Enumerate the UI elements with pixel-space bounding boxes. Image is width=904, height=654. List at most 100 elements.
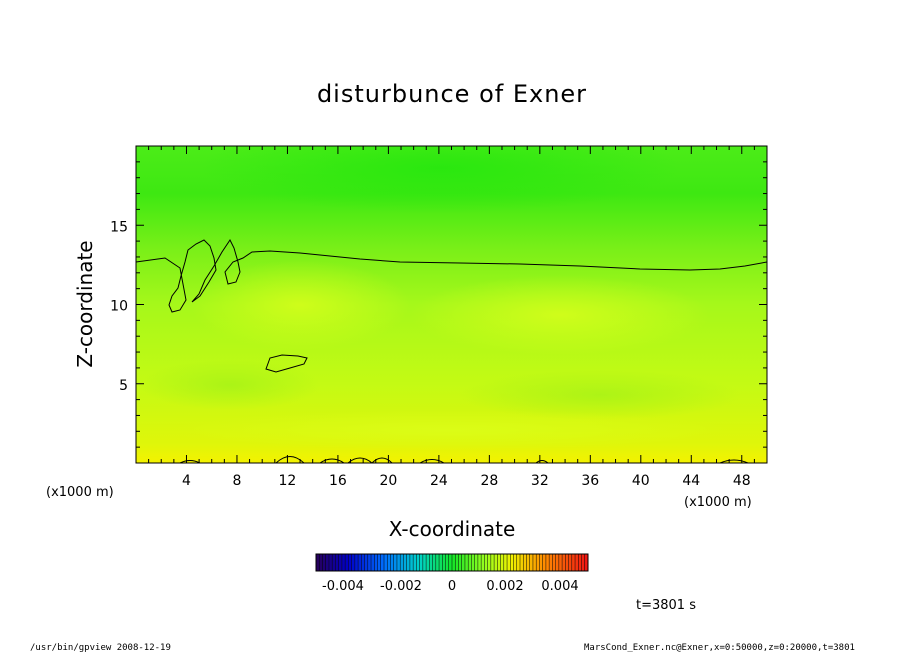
field-feature-low-left (140, 360, 320, 410)
colorbar-swatch (361, 554, 365, 571)
colorbar-swatch (445, 554, 449, 571)
y-axis-minor-ticks (136, 161, 767, 448)
colorbar-swatch (471, 554, 475, 571)
colorbar-swatch (400, 554, 404, 571)
colorbar-swatch (409, 554, 414, 571)
x-axis-label: X-coordinate (389, 517, 516, 541)
colorbar-swatch (319, 554, 323, 571)
colorbar-swatch (575, 554, 579, 571)
colorbar-swatch (384, 554, 388, 571)
colorbar-swatch (426, 554, 430, 571)
x-tick-label: 36 (581, 473, 599, 489)
colorbar-swatch (332, 554, 336, 571)
colorbar-swatch (510, 554, 514, 571)
colorbar-tick-label: -0.004 (322, 579, 364, 594)
colorbar-swatch (545, 554, 550, 571)
colorbar-swatch (367, 554, 372, 571)
contour-upper-line (136, 239, 767, 313)
colorbar-swatch (458, 554, 462, 571)
colorbar-swatch (532, 554, 537, 571)
colorbar-swatch (345, 554, 349, 571)
colorbar-tick-labels: -0.004 -0.002 0 0.002 0.004 (322, 579, 579, 594)
colorbar-swatch (464, 554, 469, 571)
field-feature-bottom (170, 410, 730, 450)
colorbar-swatch (358, 554, 362, 571)
x-tick-label: 24 (430, 473, 448, 489)
colorbar-swatch (322, 554, 326, 571)
contour-loop (265, 354, 308, 373)
time-label: t=3801 s (636, 598, 696, 613)
colorbar (315, 554, 588, 571)
colorbar-swatch (364, 554, 368, 571)
colorbar-swatch (371, 554, 375, 571)
colorbar-swatch (477, 554, 482, 571)
colorbar-swatch (377, 554, 381, 571)
colorbar-swatch (348, 554, 352, 571)
colorbar-swatch (562, 554, 566, 571)
colorbar-swatch (520, 554, 524, 571)
field-feature-mid-left (190, 260, 410, 350)
colorbar-swatch (432, 554, 436, 571)
colorbar-swatch (558, 554, 563, 571)
heatmap-field (136, 146, 767, 463)
colorbar-swatch (526, 554, 530, 571)
x-tick-label: 8 (232, 473, 241, 489)
colorbar-swatch (565, 554, 569, 571)
colorbar-frame (315, 553, 589, 572)
colorbar-swatch (581, 554, 585, 571)
colorbar-swatch (555, 554, 559, 571)
x-tick-label: 32 (531, 473, 549, 489)
contour-bottom-wiggles (179, 456, 749, 463)
colorbar-swatch (487, 554, 491, 571)
x-tick-label: 48 (733, 473, 751, 489)
colorbar-swatch (481, 554, 485, 571)
x-tick-label: 16 (329, 473, 347, 489)
colorbar-swatch (542, 554, 546, 571)
x-unit-right: (x1000 m) (684, 495, 752, 510)
colorbar-swatch (393, 554, 397, 571)
x-tick-label: 28 (480, 473, 498, 489)
colorbar-swatch (452, 554, 456, 571)
colorbar-swatch (422, 554, 427, 571)
y-axis-ticks: 5 10 15 (110, 219, 767, 394)
colorbar-swatch (390, 554, 394, 571)
footer-right: MarsCond_Exner.nc@Exner,x=0:50000,z=0:20… (584, 643, 855, 653)
field-feature-mid-right (410, 275, 710, 355)
colorbar-swatch (387, 554, 391, 571)
colorbar-tick-label: 0 (448, 579, 456, 594)
x-tick-label: 40 (632, 473, 650, 489)
colorbar-swatch (461, 554, 465, 571)
y-tick-label: 10 (110, 299, 128, 315)
colorbar-swatch (448, 554, 452, 571)
colorbar-swatch (536, 554, 540, 571)
colorbar-swatch (338, 554, 342, 571)
colorbar-swatch (325, 554, 329, 571)
y-tick-label: 15 (110, 219, 128, 235)
colorbar-swatch (406, 554, 410, 571)
colorbar-swatch (316, 554, 320, 571)
colorbar-swatch (500, 554, 504, 571)
colorbar-swatch (419, 554, 423, 571)
colorbar-swatch (513, 554, 517, 571)
colorbar-swatch (416, 554, 420, 571)
colorbar-swatch (529, 554, 533, 571)
contour-lines (136, 239, 767, 463)
colorbar-swatch (507, 554, 511, 571)
colorbar-swatch (584, 554, 588, 571)
colorbar-swatch (354, 554, 359, 571)
colorbar-swatch (516, 554, 520, 571)
colorbar-swatch (468, 554, 472, 571)
x-tick-label: 20 (379, 473, 397, 489)
colorbar-swatch (351, 554, 355, 571)
field-feature-low-right (460, 370, 740, 420)
colorbar-swatch (503, 554, 508, 571)
colorbar-swatch (494, 554, 498, 571)
colorbar-swatch (429, 554, 433, 571)
x-tick-label: 44 (682, 473, 700, 489)
colorbar-swatch (539, 554, 543, 571)
colorbar-swatch (439, 554, 443, 571)
colorbar-swatch (455, 554, 459, 571)
colorbar-swatch (442, 554, 446, 571)
x-tick-label: 12 (279, 473, 297, 489)
